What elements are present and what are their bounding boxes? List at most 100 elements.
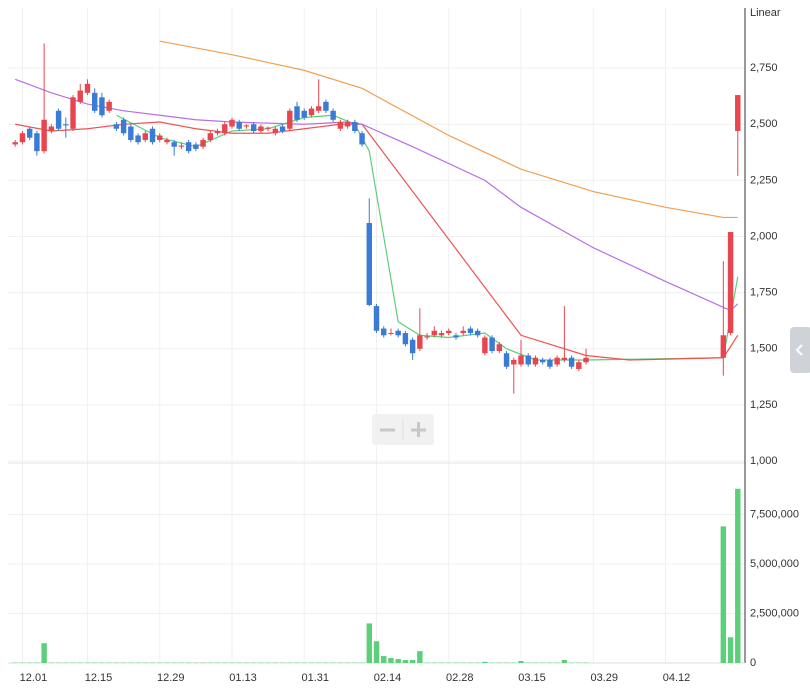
candle-body: [417, 335, 423, 349]
candle-body: [135, 135, 141, 143]
volume-bar: [402, 660, 409, 663]
volume-tick-label: 0: [750, 657, 756, 669]
candle-body: [12, 142, 18, 145]
candle-body: [315, 106, 322, 111]
candle-body: [330, 110, 336, 120]
candle-body: [344, 122, 351, 127]
candle-body: [185, 142, 192, 152]
candle-body: [301, 110, 307, 118]
candle-body: [482, 337, 488, 354]
y-tick-label: 2,750: [750, 62, 778, 74]
volume-tick-label: 2,500,000: [750, 607, 799, 619]
candle-body: [453, 335, 459, 338]
x-tick-label: 12.01: [20, 672, 48, 684]
y-tick-label: 2,000: [750, 230, 778, 242]
candle-body: [19, 133, 26, 143]
candle-body: [402, 333, 409, 345]
x-tick-label: 12.15: [85, 672, 113, 684]
volume-tick-label: 5,000,000: [750, 558, 799, 570]
candle-body: [142, 133, 148, 140]
volume-bar: [373, 641, 380, 663]
candle-body: [171, 142, 177, 147]
candle-body: [352, 122, 358, 131]
candle-body: [120, 119, 127, 134]
y-tick-label: 2,250: [750, 174, 778, 186]
volume-bar: [409, 660, 416, 663]
tab-background[interactable]: [790, 327, 810, 373]
x-tick-label: 01.31: [301, 672, 329, 684]
side-panel-tab[interactable]: [790, 327, 810, 373]
candle-body: [229, 119, 235, 127]
candle-body: [431, 330, 438, 336]
candle-body: [243, 125, 250, 127]
candle-body: [149, 128, 156, 143]
candle-body: [568, 357, 575, 367]
volume-bar: [518, 661, 524, 663]
candle-body: [279, 126, 286, 131]
zoom-out-button[interactable]: [372, 414, 403, 445]
volume-bar: [561, 660, 568, 663]
marks: 1,000 1,250 1,500 1,750 2,000 2,250 2,500 2,750…: [12, 40, 799, 684]
y-tick-label: 1,500: [750, 343, 778, 355]
volume-bar: [482, 661, 488, 663]
candle-body: [583, 357, 589, 363]
candle-body: [727, 232, 734, 334]
candle-body: [250, 124, 257, 131]
candle-body: [323, 101, 329, 111]
candle-body: [265, 127, 271, 129]
candle-body: [26, 128, 33, 138]
x-tick-label: 04.12: [663, 672, 691, 684]
candle-body: [381, 328, 387, 336]
candle-body: [99, 97, 105, 116]
candle-body: [554, 357, 560, 365]
y-tick-label: 2,500: [750, 118, 778, 130]
x-tick-label: 02.28: [446, 672, 474, 684]
candle-body: [91, 92, 98, 111]
candle-body: [55, 110, 62, 129]
candle-body: [258, 126, 264, 131]
candle-body: [388, 333, 394, 335]
volume-tick-label: 7,500,000: [750, 508, 799, 520]
candle-body: [200, 139, 206, 147]
candle-body: [77, 90, 83, 102]
volume-bar: [417, 651, 423, 663]
moving-average-line: [159, 40, 738, 219]
moving-average-line: [15, 121, 739, 361]
candle-body: [424, 336, 430, 338]
y-tick-label: 1,250: [750, 399, 778, 411]
candle-body: [63, 124, 69, 126]
volume-bar: [41, 643, 47, 663]
candle-body: [489, 337, 495, 351]
candle-body: [467, 328, 474, 334]
candle-body: [561, 357, 568, 360]
volume-bar: [388, 658, 394, 663]
candle-body: [373, 306, 380, 331]
x-tick-label: 02.14: [374, 672, 402, 684]
candle-body: [106, 101, 112, 111]
chevron-icon: [795, 344, 803, 356]
candle-body: [84, 83, 91, 93]
zoom-in-button[interactable]: [403, 414, 434, 445]
candle-body: [308, 108, 315, 116]
candle-body: [287, 110, 293, 129]
candle-body: [720, 335, 727, 358]
candle-body: [272, 128, 279, 134]
x-tick-label: 03.15: [518, 672, 546, 684]
x-tick-label: 03.29: [590, 672, 618, 684]
candle-body: [178, 145, 185, 147]
candle-body: [518, 355, 524, 365]
candle-body: [294, 106, 300, 120]
candle-body: [214, 130, 221, 134]
volume-bar: [381, 656, 387, 663]
candle-body: [366, 223, 372, 305]
candle-body: [359, 133, 365, 145]
candle-body: [446, 330, 452, 334]
candle-body: [48, 126, 55, 131]
volume-bar: [395, 659, 401, 663]
x-tick-label: 12.29: [157, 672, 185, 684]
candle-body: [70, 97, 76, 129]
candle-body: [511, 359, 517, 365]
candle-body: [207, 133, 214, 140]
candle-body: [236, 122, 242, 129]
